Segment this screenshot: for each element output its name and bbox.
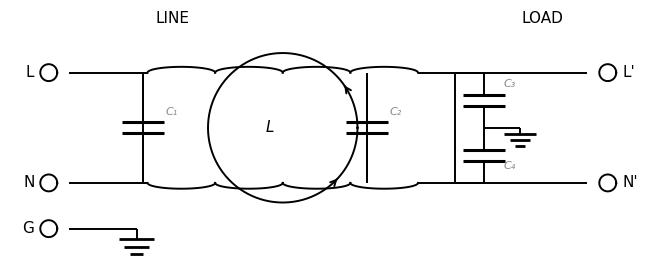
Text: C₄: C₄ <box>504 161 516 172</box>
Text: L: L <box>26 65 34 80</box>
Text: N': N' <box>622 175 638 190</box>
Text: LINE: LINE <box>155 11 189 26</box>
Text: G: G <box>23 221 34 236</box>
Text: N: N <box>23 175 34 190</box>
Text: LOAD: LOAD <box>522 11 564 26</box>
Text: C₂: C₂ <box>390 107 402 117</box>
Text: L: L <box>265 120 274 135</box>
Text: L': L' <box>622 65 635 80</box>
Text: C₁: C₁ <box>166 107 178 117</box>
Text: C₃: C₃ <box>504 79 516 89</box>
